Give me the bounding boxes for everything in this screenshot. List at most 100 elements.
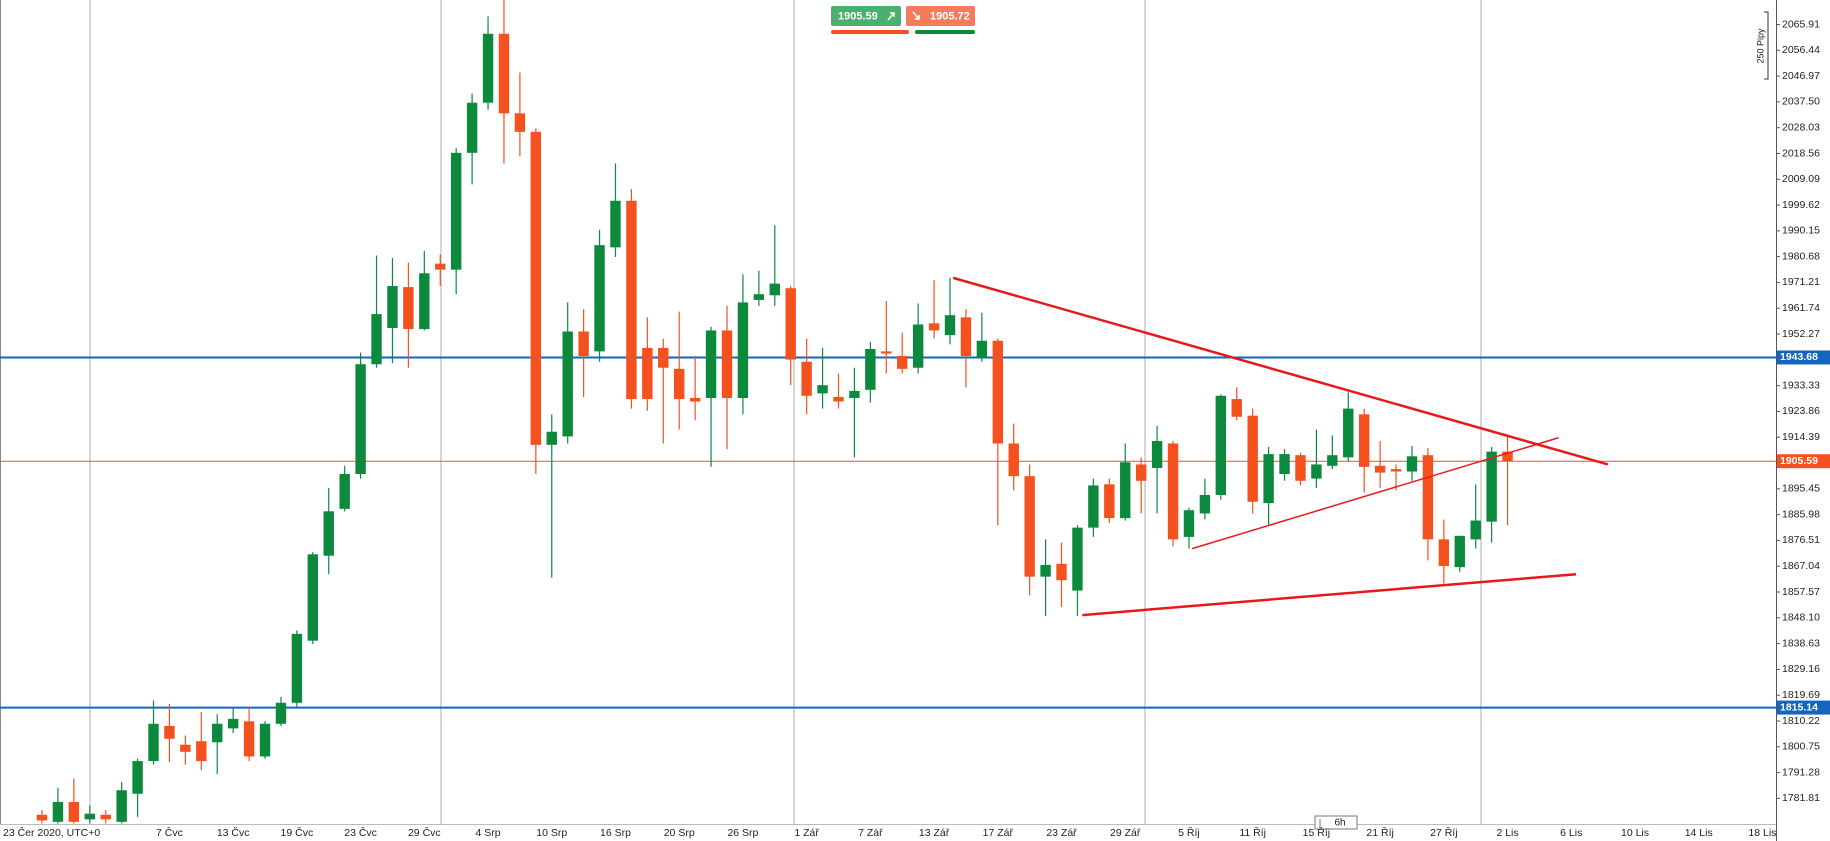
candle-body <box>1454 535 1465 568</box>
candle-body <box>323 511 334 556</box>
x-tick-label: 17 Zář <box>983 827 1014 839</box>
candle-body <box>196 741 207 762</box>
y-tick-label: 1876.51 <box>1782 534 1820 546</box>
candle-body <box>753 294 765 300</box>
x-tick-label: 14 Lis <box>1685 827 1713 839</box>
candle-body <box>1151 441 1163 468</box>
y-tick-label: 1999.62 <box>1782 199 1820 211</box>
y-tick-label: 2037.50 <box>1782 96 1820 108</box>
candle-body <box>674 368 685 400</box>
y-tick-label: 1885.98 <box>1782 508 1820 520</box>
y-tick-label: 2009.09 <box>1782 173 1820 185</box>
y-tick-label: 1810.22 <box>1782 715 1820 727</box>
candle-body <box>1358 414 1370 467</box>
x-tick-label: 2 Lis <box>1496 827 1518 839</box>
candle-body <box>1215 395 1227 495</box>
x-tick-label: 1 Zář <box>794 827 819 839</box>
quote-widget[interactable]: 1905.59 1905.72 <box>831 6 975 34</box>
timeframe-button[interactable]: 6h <box>1314 815 1358 830</box>
candle-body <box>849 390 860 398</box>
candle-body <box>164 725 175 739</box>
sell-price[interactable]: 1905.59 <box>838 10 878 22</box>
y-tick-label: 1923.86 <box>1782 405 1820 417</box>
candle-body <box>371 314 382 365</box>
x-tick-label: 4 Srp <box>475 827 500 839</box>
candle-body <box>594 245 605 352</box>
candle-body <box>1040 564 1051 577</box>
x-tick-label: 10 Lis <box>1621 827 1649 839</box>
y-tick-label: 1781.81 <box>1782 792 1820 804</box>
x-tick-label: 5 Říj <box>1178 826 1200 839</box>
level-label: 1815.14 <box>1780 701 1818 713</box>
timeframe-box[interactable] <box>1314 815 1358 830</box>
last-price-box <box>1777 454 1830 469</box>
x-tick-label: 7 Čvc <box>156 826 183 839</box>
plot-area <box>0 0 1776 824</box>
candle-body <box>721 330 733 398</box>
candle-body <box>944 315 956 336</box>
candle-body <box>259 723 271 757</box>
y-tick-label: 1990.15 <box>1782 225 1820 237</box>
candle-body <box>1072 527 1083 591</box>
candle-body <box>275 702 287 724</box>
candle-body <box>482 33 494 103</box>
level-label-box <box>1777 350 1830 365</box>
candle-body <box>1438 539 1450 567</box>
candle-body <box>897 356 908 369</box>
candle-body <box>132 761 143 794</box>
x-tick-label: 29 Zář <box>1110 827 1141 839</box>
timeframe-label[interactable]: 6h <box>1334 818 1345 829</box>
candle-body <box>1502 451 1513 462</box>
candle-body <box>1295 455 1306 481</box>
y-tick-label: 1867.04 <box>1782 560 1820 572</box>
buy-price[interactable]: 1905.72 <box>930 10 970 22</box>
candle-body <box>1470 520 1481 540</box>
y-tick-label: 1980.68 <box>1782 250 1820 262</box>
x-tick-label: 29 Čvc <box>408 826 441 839</box>
x-tick-label: 23 Zář <box>1046 827 1077 839</box>
candle-body <box>1120 462 1131 519</box>
candle-body <box>355 364 366 474</box>
y-tick-label: 2056.44 <box>1782 44 1820 56</box>
candle-body <box>833 396 844 402</box>
x-tick-label: 19 Čvc <box>281 826 314 839</box>
buy-icon <box>912 11 920 20</box>
candle-body <box>817 385 828 394</box>
sell-box[interactable] <box>831 6 901 26</box>
x-tick-label: 23 Čer 2020, UTC+0 <box>3 826 100 839</box>
y-tick-label: 1838.63 <box>1782 637 1820 649</box>
candle-body <box>865 348 876 390</box>
sell-bar <box>831 30 909 34</box>
candle-body <box>387 286 398 328</box>
candle-body <box>1247 415 1258 502</box>
candle-body <box>498 33 510 114</box>
x-tick-label: 6 Lis <box>1560 827 1582 839</box>
candle-body <box>514 113 526 132</box>
trendline <box>952 276 1609 466</box>
candle-body <box>450 152 462 270</box>
candle-body <box>562 331 573 437</box>
candle-body <box>530 131 542 445</box>
candle-body <box>1199 494 1211 514</box>
candle-body <box>1279 454 1290 474</box>
candle-body <box>1183 510 1195 537</box>
candle-body <box>1008 443 1019 477</box>
candle-body <box>785 288 796 360</box>
trendline <box>1082 572 1577 617</box>
y-tick-label: 1961.74 <box>1782 302 1820 314</box>
candle-body <box>801 361 812 396</box>
last-price-label: 1905.59 <box>1780 455 1818 467</box>
x-tick-label: 7 Zář <box>858 827 883 839</box>
candle-body <box>689 397 701 402</box>
y-tick-label: 2018.56 <box>1782 147 1820 159</box>
level-label: 1943.68 <box>1780 351 1818 363</box>
scale-bracket <box>1764 11 1769 80</box>
buy-box[interactable] <box>906 6 975 26</box>
y-tick-label: 1791.28 <box>1782 766 1820 778</box>
sell-icon <box>887 12 895 21</box>
candle-body <box>881 351 892 354</box>
candle-body <box>243 721 255 757</box>
candle-body <box>435 263 446 270</box>
